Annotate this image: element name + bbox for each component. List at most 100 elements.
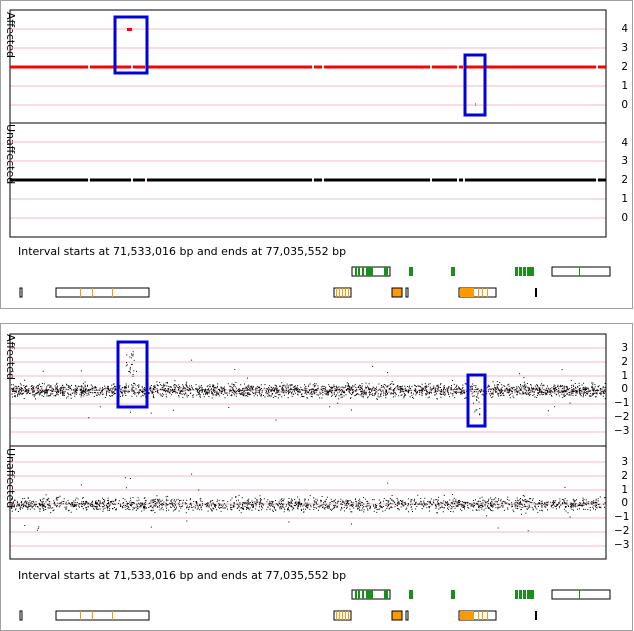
tick-label: −2 xyxy=(614,525,630,537)
tick-label: 0 xyxy=(621,212,628,224)
gene-exon xyxy=(515,590,534,599)
gene-exon xyxy=(482,611,483,620)
gene-exon xyxy=(112,288,113,297)
gene-exon xyxy=(579,590,580,599)
gene-exon xyxy=(362,590,364,599)
gene-exon xyxy=(342,611,343,620)
gene-box xyxy=(551,589,611,600)
gene-exon xyxy=(366,267,372,276)
gene-exon xyxy=(336,288,337,297)
gene-intron xyxy=(522,267,523,276)
tick-label: 1 xyxy=(621,80,628,92)
gene-exon xyxy=(451,267,455,276)
gene-box xyxy=(405,287,409,298)
gene-box xyxy=(391,287,403,298)
tick-label: 0 xyxy=(621,497,628,509)
gene-exon xyxy=(92,288,93,297)
tick-label: 4 xyxy=(621,23,628,35)
copy-number-panel xyxy=(0,0,633,309)
gene-box xyxy=(55,610,150,621)
tick-label: −2 xyxy=(614,411,630,423)
gene-intron xyxy=(526,590,527,599)
gene-exon xyxy=(409,590,413,599)
gene-exon xyxy=(348,288,349,297)
interval-caption: Interval starts at 71,533,016 bp and end… xyxy=(18,245,347,258)
gene-exon xyxy=(348,611,349,620)
tick-label: 3 xyxy=(621,456,628,468)
tick-label: 0 xyxy=(621,383,628,395)
gene-exon xyxy=(535,288,537,297)
gene-exon xyxy=(112,611,113,620)
gene-exon xyxy=(487,288,488,297)
gene-intron xyxy=(518,267,519,276)
gene-box xyxy=(19,610,23,621)
gene-exon xyxy=(342,288,343,297)
gene-exon xyxy=(339,611,340,620)
gene-exon xyxy=(386,267,388,276)
gene-exon xyxy=(384,590,386,599)
tick-label: 4 xyxy=(621,137,628,149)
interval-caption: Interval starts at 71,533,016 bp and end… xyxy=(18,569,347,582)
gene-box xyxy=(458,287,497,298)
gene-box xyxy=(391,610,403,621)
tick-label: −3 xyxy=(614,425,630,437)
tick-label: −1 xyxy=(614,397,630,409)
gene-exon xyxy=(409,267,413,276)
gene-exon xyxy=(386,590,388,599)
gene-exon xyxy=(80,288,81,297)
gene-exon xyxy=(339,288,340,297)
highlight-box xyxy=(113,15,149,75)
gene-exon xyxy=(362,267,364,276)
gene-intron xyxy=(522,590,523,599)
gene-exon xyxy=(336,611,337,620)
tick-label: 1 xyxy=(621,370,628,382)
tick-label: 1 xyxy=(621,484,628,496)
gene-exon xyxy=(451,590,455,599)
gene-intron xyxy=(526,267,527,276)
highlight-box xyxy=(116,340,149,409)
gene-box xyxy=(19,287,23,298)
outlier-point xyxy=(127,28,132,31)
gene-box xyxy=(405,610,409,621)
tick-label: 1 xyxy=(621,193,628,205)
gene-exon xyxy=(487,611,488,620)
gene-exon xyxy=(579,267,580,276)
gene-exon xyxy=(515,267,534,276)
gene-exon xyxy=(345,611,346,620)
tick-label: 3 xyxy=(621,155,628,167)
gene-exon xyxy=(355,590,357,599)
gene-exon xyxy=(384,267,386,276)
gene-exon xyxy=(355,267,357,276)
gene-exon xyxy=(358,267,360,276)
gene-intron xyxy=(518,590,519,599)
gene-box xyxy=(55,287,150,298)
gene-exon xyxy=(460,611,474,620)
tick-label: 3 xyxy=(621,342,628,354)
log-ratio-panel xyxy=(0,323,633,631)
gene-exon xyxy=(92,611,93,620)
gene-exon xyxy=(358,590,360,599)
gene-exon xyxy=(345,288,346,297)
tick-label: 2 xyxy=(621,470,628,482)
scatter-points xyxy=(11,473,606,532)
tick-label: −1 xyxy=(614,511,630,523)
highlight-box xyxy=(466,373,487,428)
tick-label: 2 xyxy=(621,174,628,186)
tick-label: 2 xyxy=(621,356,628,368)
tick-label: 0 xyxy=(621,99,628,111)
gene-exon xyxy=(366,590,372,599)
highlight-box xyxy=(463,53,487,117)
gene-exon xyxy=(478,611,479,620)
tick-label: −3 xyxy=(614,539,630,551)
tick-label: 3 xyxy=(621,42,628,54)
gene-exon xyxy=(482,288,483,297)
tick-label: 2 xyxy=(621,61,628,73)
gene-exon xyxy=(460,288,474,297)
gene-box xyxy=(458,610,497,621)
gene-exon xyxy=(478,288,479,297)
dropout-point xyxy=(475,103,476,106)
gene-box xyxy=(551,266,611,277)
gene-exon xyxy=(535,611,537,620)
gene-exon xyxy=(80,611,81,620)
